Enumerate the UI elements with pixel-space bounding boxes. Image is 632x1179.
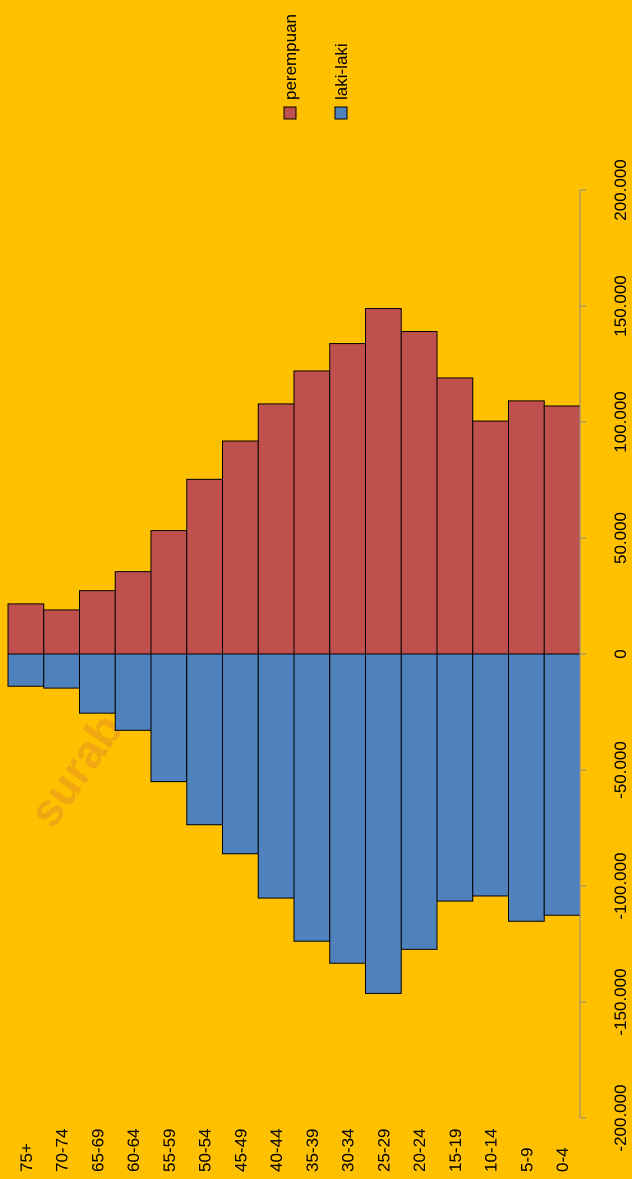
x-tick-label: 40-44 (267, 1129, 286, 1172)
x-tick-label: 5-9 (517, 1147, 536, 1172)
bar (150, 530, 188, 655)
x-tick-label: 70-74 (53, 1129, 72, 1172)
bar (222, 653, 259, 855)
bar (543, 405, 581, 655)
bar (43, 609, 80, 655)
bar (329, 343, 366, 655)
y-tick-label: -100.000 (611, 852, 630, 919)
y-tick-label: -150.000 (611, 968, 630, 1035)
y-tick-label: 0 (611, 649, 630, 658)
bar (186, 653, 223, 826)
bar (43, 653, 80, 689)
legend-label: laki-laki (332, 43, 351, 100)
bar (436, 377, 474, 655)
bar (79, 653, 116, 714)
bar (436, 653, 474, 902)
bar (508, 653, 545, 922)
bar (114, 653, 152, 731)
x-tick-label: 30-34 (339, 1129, 358, 1172)
x-tick-label: 25-29 (374, 1129, 393, 1172)
legend-label: perempuan (281, 14, 300, 100)
x-tick-label: 10-14 (482, 1129, 501, 1172)
bar (293, 653, 331, 942)
bar (365, 308, 402, 655)
bar (400, 653, 438, 950)
bar (543, 653, 581, 916)
y-tick-label: 100.000 (611, 391, 630, 452)
y-tick-label: -50.000 (611, 741, 630, 799)
bar (7, 653, 45, 687)
x-tick-label: 60-64 (124, 1129, 143, 1172)
x-tick-label: 0-4 (553, 1147, 572, 1172)
bar (400, 331, 438, 655)
y-tick-label: 50.000 (611, 512, 630, 564)
bar (365, 653, 402, 994)
bar (114, 571, 152, 655)
bar (293, 370, 331, 655)
bar (508, 400, 545, 655)
bar (186, 478, 223, 655)
x-tick-label: 45-49 (231, 1129, 250, 1172)
bar (150, 653, 188, 783)
x-tick-label: 50-54 (196, 1129, 215, 1172)
bar (257, 653, 295, 899)
y-tick-label: -200.000 (611, 1084, 630, 1151)
legend-swatch (283, 106, 297, 120)
x-tick-label: 55-59 (160, 1129, 179, 1172)
bar (472, 653, 509, 897)
bar (7, 603, 45, 655)
bar (79, 590, 116, 655)
x-tick-label: 15-19 (446, 1129, 465, 1172)
x-tick-label: 35-39 (303, 1129, 322, 1172)
legend-swatch (334, 106, 348, 120)
bar (329, 653, 366, 964)
bar (257, 403, 295, 655)
x-tick-label: 75+ (17, 1143, 36, 1172)
y-tick-label: 150.000 (611, 275, 630, 336)
x-tick-label: 65-69 (88, 1129, 107, 1172)
bar (222, 440, 259, 655)
x-tick-label: 20-24 (410, 1129, 429, 1172)
y-tick-label: 200.000 (611, 159, 630, 220)
bar (472, 420, 509, 655)
